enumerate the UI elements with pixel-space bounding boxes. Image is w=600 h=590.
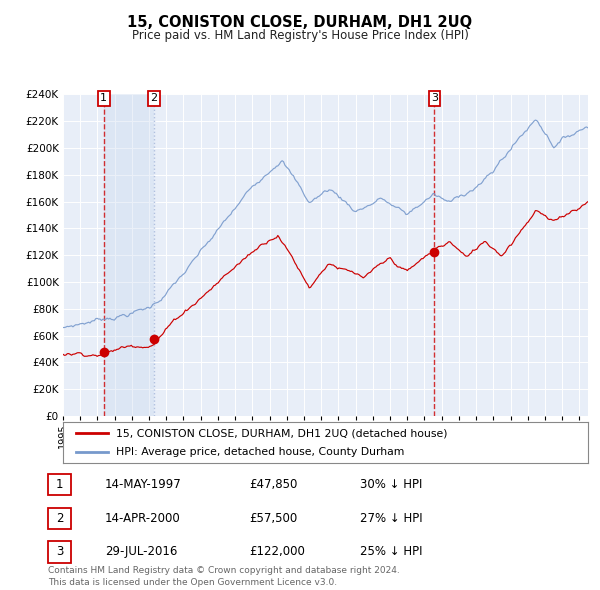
Text: £47,850: £47,850 (249, 478, 298, 491)
Text: 29-JUL-2016: 29-JUL-2016 (105, 545, 178, 559)
Text: 15, CONISTON CLOSE, DURHAM, DH1 2UQ: 15, CONISTON CLOSE, DURHAM, DH1 2UQ (127, 15, 473, 30)
Text: 3: 3 (56, 545, 63, 559)
Text: £122,000: £122,000 (249, 545, 305, 559)
Text: Contains HM Land Registry data © Crown copyright and database right 2024.
This d: Contains HM Land Registry data © Crown c… (48, 566, 400, 587)
Text: 1: 1 (100, 93, 107, 103)
Text: 2: 2 (151, 93, 158, 103)
Text: 2: 2 (56, 512, 63, 525)
Text: 15, CONISTON CLOSE, DURHAM, DH1 2UQ (detached house): 15, CONISTON CLOSE, DURHAM, DH1 2UQ (det… (115, 428, 447, 438)
Text: 14-APR-2000: 14-APR-2000 (105, 512, 181, 525)
Text: £57,500: £57,500 (249, 512, 297, 525)
Text: 25% ↓ HPI: 25% ↓ HPI (360, 545, 422, 559)
Text: 30% ↓ HPI: 30% ↓ HPI (360, 478, 422, 491)
Text: 14-MAY-1997: 14-MAY-1997 (105, 478, 182, 491)
Text: 3: 3 (431, 93, 438, 103)
Text: Price paid vs. HM Land Registry's House Price Index (HPI): Price paid vs. HM Land Registry's House … (131, 30, 469, 42)
Bar (104, 94, 154, 416)
Text: HPI: Average price, detached house, County Durham: HPI: Average price, detached house, Coun… (115, 447, 404, 457)
Text: 27% ↓ HPI: 27% ↓ HPI (360, 512, 422, 525)
Text: 1: 1 (56, 478, 63, 491)
